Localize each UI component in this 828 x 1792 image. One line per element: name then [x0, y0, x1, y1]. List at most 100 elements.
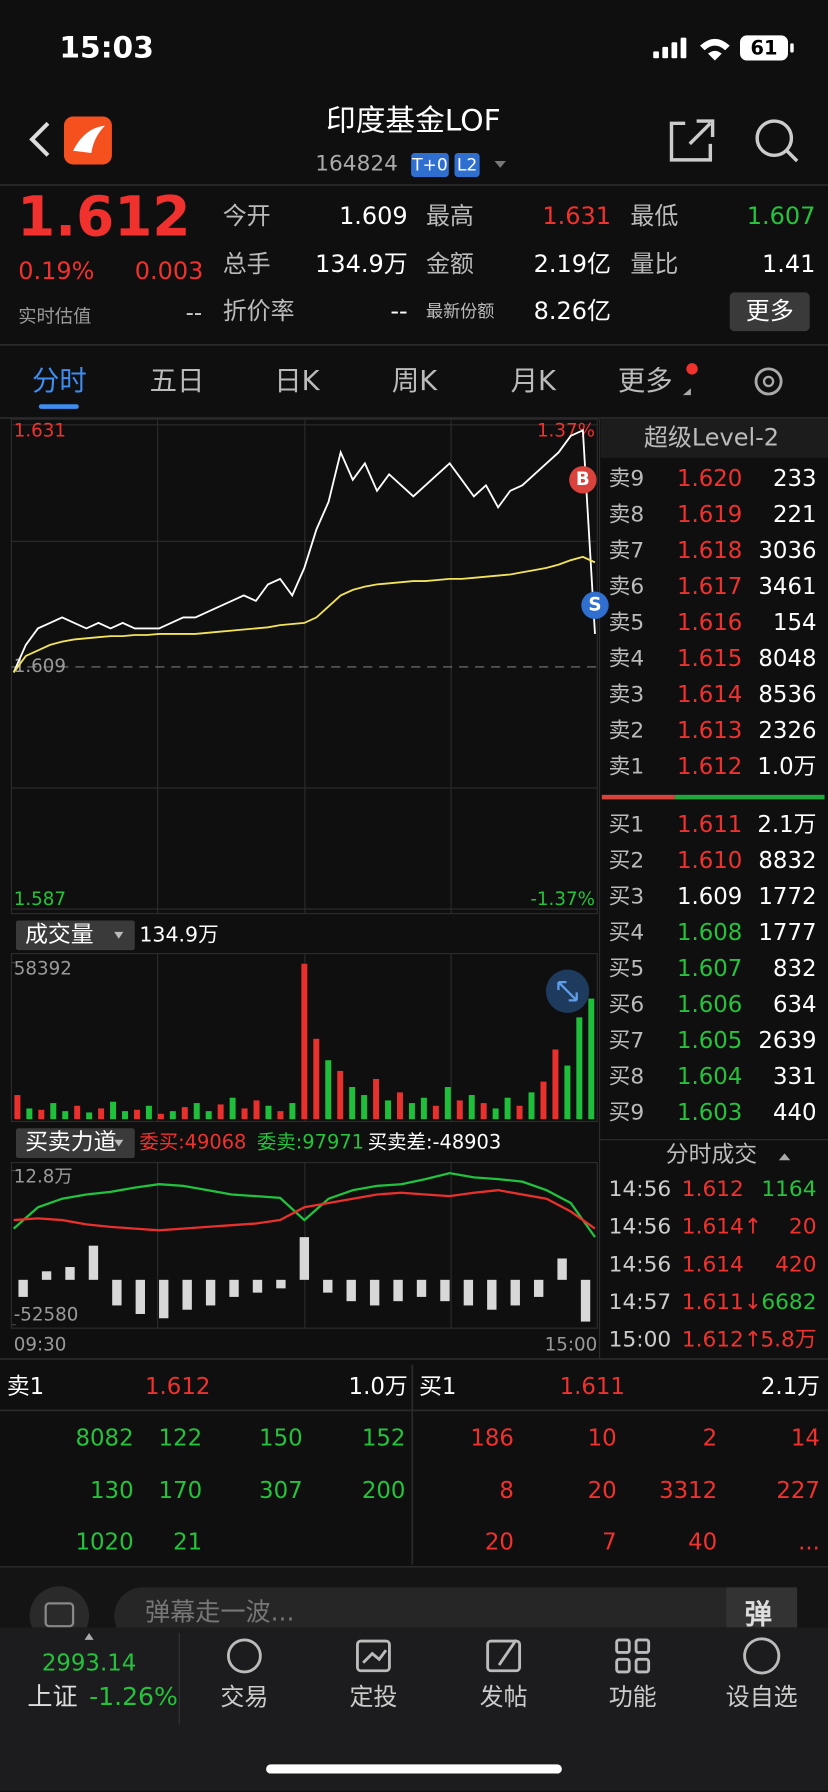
tab[interactable]: 五日	[150, 366, 205, 397]
book-price: 1.605	[677, 1028, 742, 1054]
book-label: 买3	[609, 885, 645, 910]
nav-tab[interactable]: 定投	[349, 1683, 397, 1711]
back-icon[interactable]	[29, 121, 50, 157]
trade-marker-label: S	[588, 594, 601, 615]
book-price: 1.614	[677, 682, 742, 708]
volume-bar	[205, 1111, 212, 1120]
book-price: 1.617	[677, 574, 742, 600]
more-button[interactable]	[729, 292, 810, 332]
field-value: 1.607	[747, 202, 816, 230]
nav-tab[interactable]: 发帖	[480, 1683, 528, 1711]
nav-tab[interactable]: 功能	[609, 1683, 657, 1711]
force-bar	[299, 1237, 310, 1280]
book-volume: 3461	[758, 574, 816, 600]
badge-text: T+0	[411, 156, 448, 176]
book-price: 1.613	[677, 718, 742, 744]
force-bar	[487, 1279, 497, 1310]
ask-order: 130	[90, 1478, 134, 1504]
force-bar	[323, 1279, 333, 1293]
book-label: 买1	[609, 813, 645, 838]
bid-order: 40	[688, 1529, 717, 1555]
volume-dropdown[interactable]	[114, 931, 124, 939]
field-value: --	[390, 297, 407, 325]
volume-bar	[349, 1087, 356, 1120]
tab[interactable]: 分时	[32, 366, 87, 397]
book-volume: 8536	[758, 682, 816, 708]
volume-bar	[385, 1100, 392, 1120]
volume-bar	[253, 1100, 260, 1120]
force-bar	[182, 1279, 192, 1310]
tab[interactable]: 日K	[274, 366, 320, 397]
volume-bar	[229, 1097, 236, 1120]
book-price: 1.604	[677, 1064, 742, 1090]
ask-ratio	[601, 794, 675, 800]
book-volume: 3036	[758, 538, 816, 564]
bid-order: 10	[588, 1425, 617, 1451]
book-label: 买2	[609, 849, 645, 874]
book-volume: 233	[773, 466, 817, 492]
l1-price: 1.611	[560, 1374, 625, 1400]
volume-bar	[480, 1103, 487, 1120]
ask-order: 307	[259, 1478, 303, 1504]
bid-order: 20	[485, 1529, 514, 1555]
badge-text: L2	[457, 156, 477, 176]
trade-marker	[581, 591, 609, 620]
book-volume: 2.1万	[757, 812, 816, 838]
book-label: 买6	[609, 993, 645, 1018]
time-label: 15:00	[545, 1334, 598, 1355]
trade-price: 1.612	[682, 1177, 744, 1202]
index-change: -1.26%	[89, 1682, 178, 1711]
more-button-text[interactable]: 更多	[746, 297, 794, 325]
trade-volume: 6682	[761, 1290, 816, 1315]
tab-underline	[38, 404, 79, 409]
l1-label: 卖1	[7, 1374, 44, 1400]
nav-tab[interactable]: 交易	[220, 1683, 268, 1711]
tab[interactable]: 更多	[618, 366, 673, 397]
book-volume: 154	[773, 610, 817, 636]
volume-bar	[157, 1113, 164, 1120]
volume-bar	[50, 1103, 57, 1120]
index-name: 上证	[27, 1682, 77, 1711]
search-icon-handle	[785, 149, 799, 163]
level2-header	[600, 419, 828, 458]
volume-bar	[576, 1017, 583, 1120]
settings-icon[interactable]	[754, 367, 783, 396]
battery-level: 61	[750, 37, 777, 60]
y-tick-label: 1.587	[14, 889, 66, 910]
share-icon[interactable]	[669, 119, 715, 162]
status-icons	[653, 35, 794, 61]
l1-volume: 1.0万	[349, 1374, 408, 1400]
book-price: 1.611	[677, 812, 742, 838]
dividers	[0, 184, 828, 1568]
volume-bar	[86, 1112, 93, 1120]
field-label: 折价率	[223, 297, 295, 325]
comment-placeholder[interactable]: 弹幕走一波...	[145, 1598, 295, 1627]
volume-bar	[98, 1108, 105, 1120]
home-indicator	[266, 1764, 562, 1774]
trade-time: 14:56	[609, 1177, 672, 1202]
volume-bar	[468, 1095, 475, 1120]
nav-tab[interactable]: 设自选	[726, 1683, 798, 1711]
danmu-button-text[interactable]: 弹	[745, 1599, 772, 1630]
book-volume: 1777	[758, 920, 816, 946]
tab[interactable]: 月K	[511, 366, 557, 397]
field-label: 最新份额	[426, 302, 494, 322]
tab[interactable]: 周K	[392, 366, 438, 397]
trade-time: 15:00	[609, 1328, 672, 1353]
trade-price: 1.612↑	[682, 1328, 762, 1353]
index-value: 2993.14	[42, 1650, 136, 1676]
field-value: 1.631	[542, 202, 611, 230]
volume-bar	[361, 1095, 368, 1120]
book-price: 1.615	[677, 646, 742, 672]
trade-price: 1.614	[682, 1252, 744, 1277]
book-price: 1.619	[677, 502, 742, 528]
field-value: 8.26亿	[534, 297, 611, 325]
search-icon[interactable]	[755, 119, 794, 158]
trades-arrow	[778, 1153, 791, 1161]
force-dropdown[interactable]	[114, 1139, 124, 1147]
force-bar	[205, 1279, 216, 1306]
l1-volume: 2.1万	[761, 1374, 820, 1400]
ask-order: 1020	[76, 1529, 134, 1555]
